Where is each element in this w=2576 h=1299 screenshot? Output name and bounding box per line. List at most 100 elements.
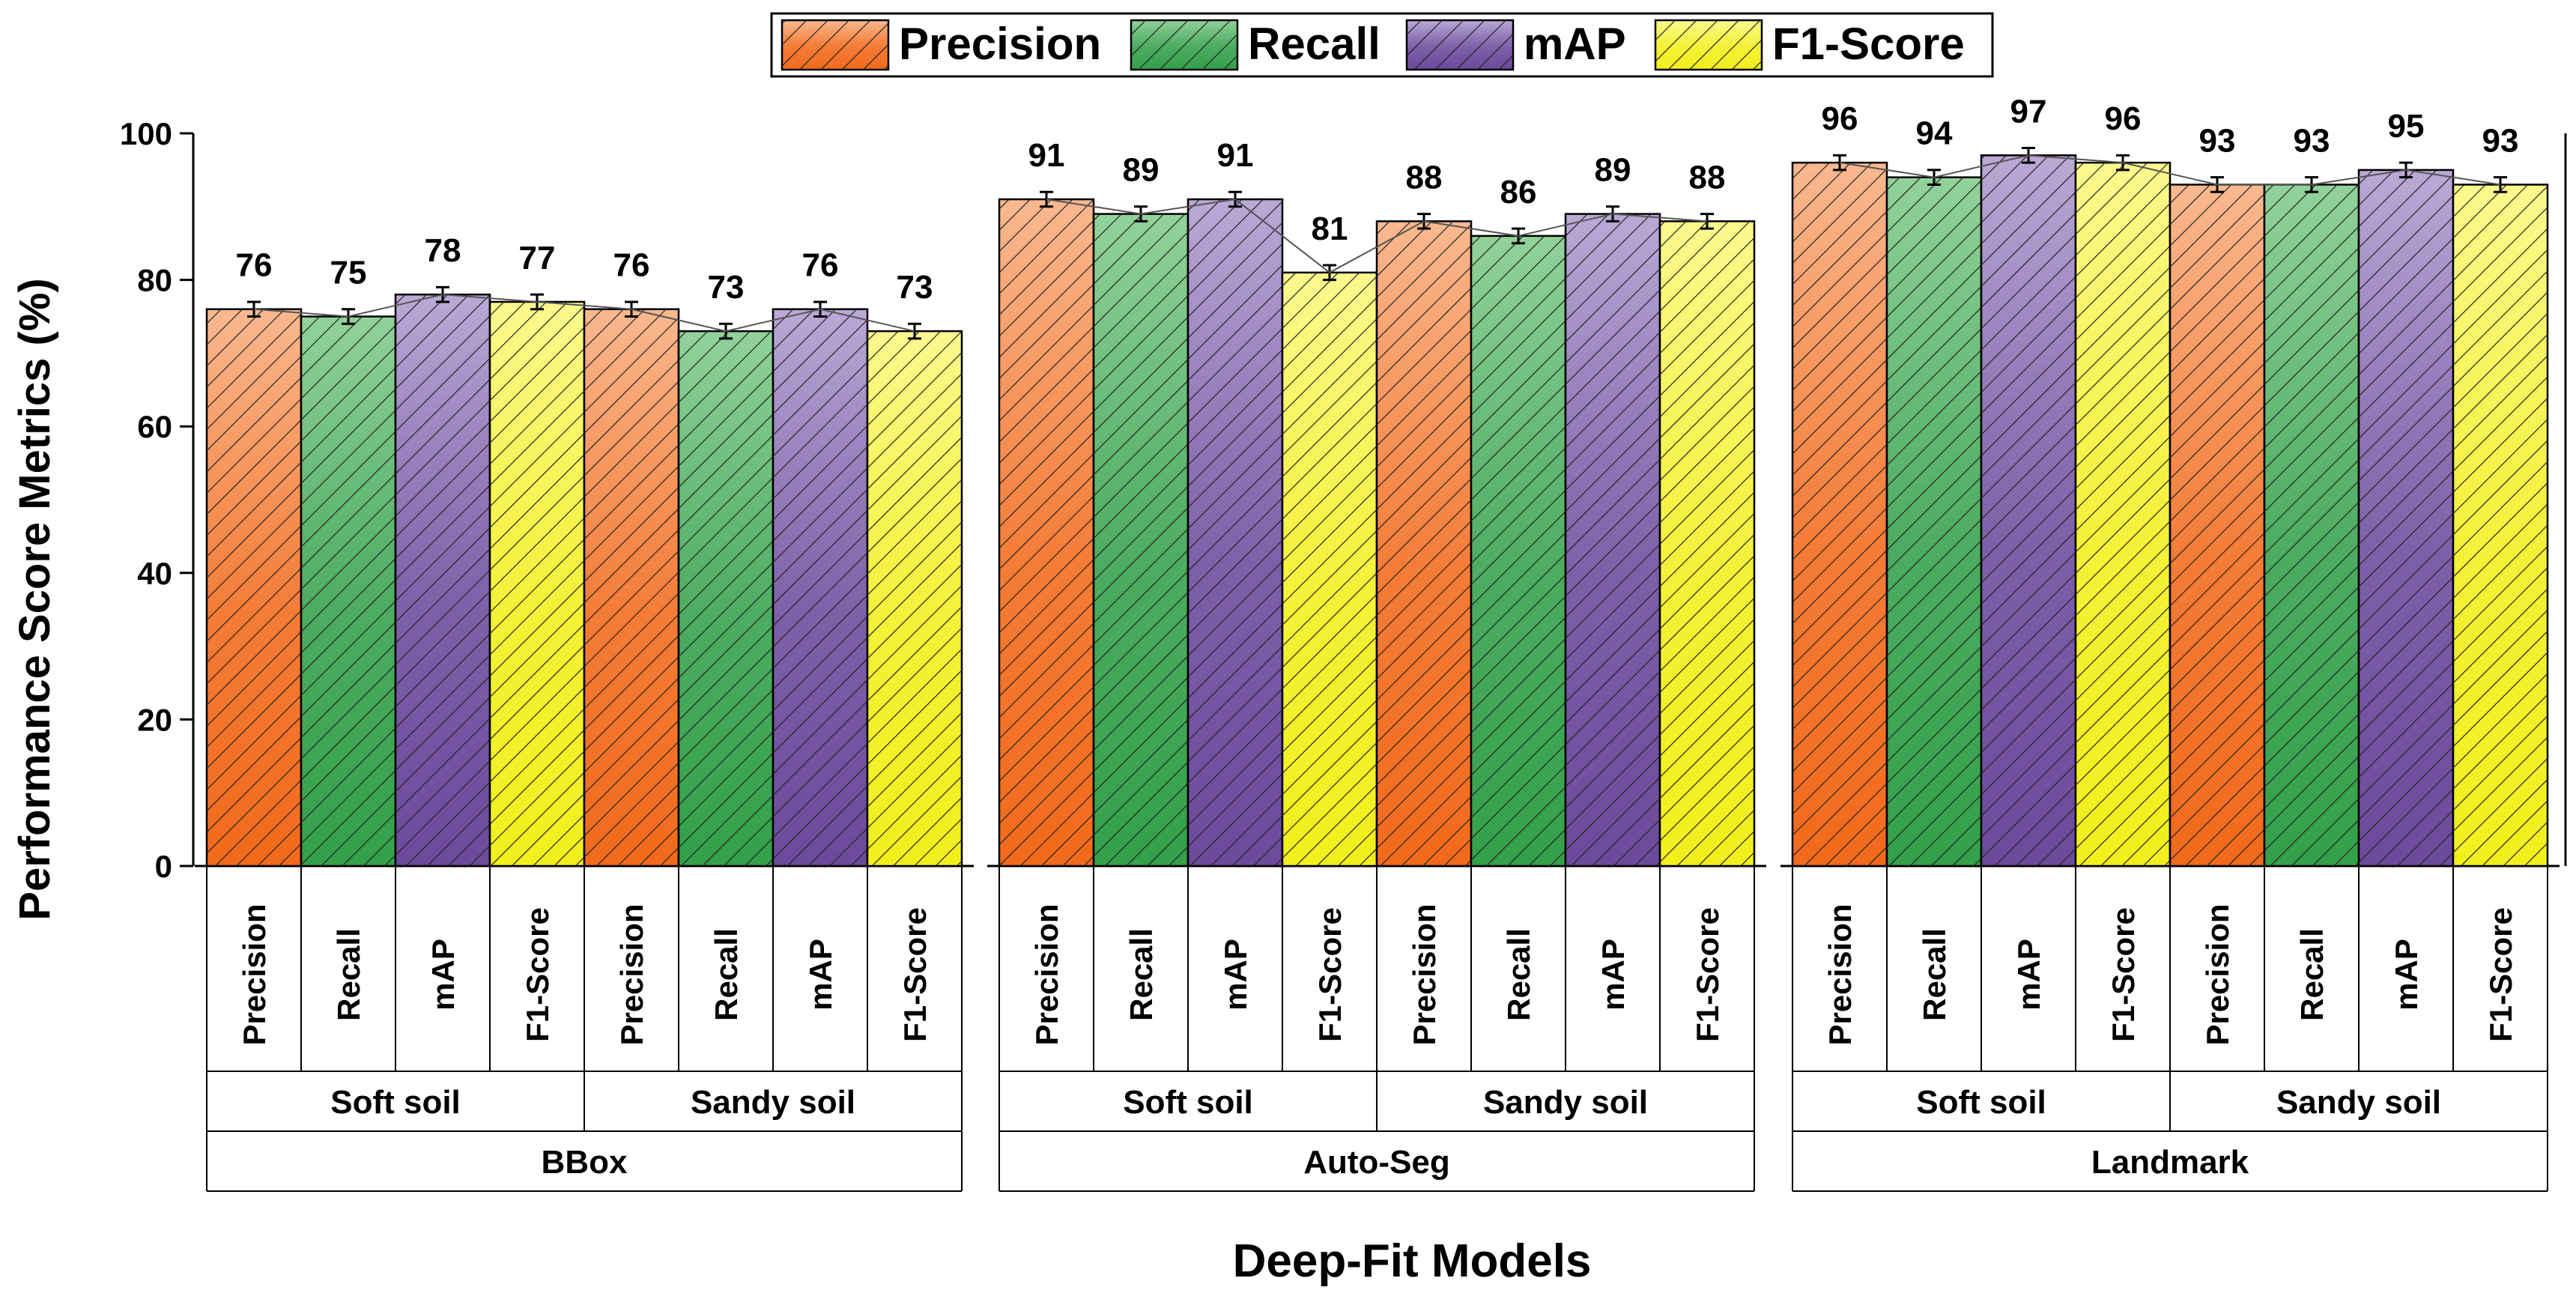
data-label: 89 [1123, 152, 1160, 189]
data-label: 91 [1028, 137, 1065, 174]
soil-label: Soft soil [330, 1084, 461, 1121]
x-tick-cell: Precision [2169, 866, 2235, 1071]
data-label: 73 [708, 269, 745, 306]
x-tick-cell: Precision [584, 866, 649, 1071]
y-axis: 0 20 40 60 80 100 [120, 116, 2567, 884]
bar-hatch [584, 309, 679, 867]
bar-hatch [396, 294, 490, 866]
y-tick-label: 40 [137, 556, 172, 591]
x-tick-cell: mAP [1981, 866, 2046, 1071]
x-category-table: Precision Recall mAP F1-Score Soft soil Preci… [206, 866, 2548, 1192]
data-label: 78 [425, 232, 461, 269]
x-tick-label: Recall [1124, 928, 1159, 1021]
x-tick-label: Precision [1407, 903, 1442, 1045]
x-tick-cell: mAP [1565, 866, 1631, 1071]
bar-hatch [1094, 214, 1188, 867]
data-label: 88 [1689, 159, 1726, 196]
x-tick-cell: Precision [1792, 866, 1858, 1071]
x-tick-label: F1-Score [897, 907, 933, 1042]
bar-hatch [1887, 177, 1981, 866]
x-tick-label: Precision [2200, 903, 2235, 1045]
x-tick-cell: F1-Score [867, 866, 933, 1071]
soil-label: Sandy soil [691, 1084, 855, 1121]
legend-box [770, 12, 1994, 78]
x-tick-cell: mAP [1187, 866, 1253, 1071]
y-tick-label: 80 [137, 263, 172, 298]
x-tick-label: F1-Score [1690, 907, 1725, 1042]
x-tick-label: Recall [2294, 928, 2330, 1021]
bar-hatch [301, 316, 396, 866]
bar-hatch [1792, 163, 1887, 866]
trend-line [1046, 198, 1708, 274]
x-tick-cell: Precision [998, 866, 1064, 1071]
y-tick-label: 100 [120, 116, 172, 151]
x-tick-label: Precision [1029, 903, 1064, 1045]
bar-hatch [2170, 184, 2264, 866]
x-tick-label: Recall [331, 928, 366, 1021]
bar-hatch [1377, 221, 1471, 866]
data-label: 91 [1217, 137, 1254, 174]
x-tick-cell: Precision [206, 866, 272, 1071]
data-label: 93 [2482, 122, 2519, 159]
data-label: 95 [2388, 108, 2425, 145]
x-tick-label: mAP [2011, 939, 2046, 1011]
trend-line [253, 294, 915, 333]
data-label: 93 [2294, 122, 2330, 159]
bar-hatch [773, 309, 867, 867]
bar-hatch [1566, 214, 1660, 867]
data-label: 75 [330, 255, 367, 291]
legend-label: Precision [899, 19, 1101, 69]
data-label: 97 [2010, 93, 2047, 130]
x-tick-label: mAP [803, 939, 838, 1011]
bar-hatch [1188, 199, 1282, 866]
soil-label: Soft soil [1123, 1084, 1253, 1121]
group-landmark: 96 94 97 96 93 93 95 93 [1781, 93, 2560, 867]
x-tick-cell: Recall [1470, 866, 1536, 1071]
legend-item-recall: Recall [1130, 19, 1381, 71]
bar-hatch [2076, 163, 2170, 866]
data-label: 96 [1822, 100, 1858, 137]
x-tick-cell: Recall [1886, 866, 1952, 1071]
soil-label: Sandy soil [1483, 1084, 1648, 1121]
group-bbox: 76 75 78 77 76 73 76 73 [195, 232, 974, 867]
x-tick-label: F1-Score [2483, 907, 2518, 1042]
x-tick-label: Recall [1501, 928, 1536, 1021]
legend-label: Recall [1248, 19, 1381, 69]
x-tick-label: F1-Score [520, 907, 555, 1042]
data-label: 73 [897, 269, 933, 306]
bar-hatch [207, 309, 301, 867]
trend-line [1839, 154, 2501, 186]
model-label: Landmark [2091, 1144, 2249, 1181]
data-label: 88 [1406, 159, 1443, 196]
bar-hatch [867, 331, 962, 866]
x-tick-cell: Recall [678, 866, 744, 1071]
x-tick-cell: Recall [1093, 866, 1159, 1071]
x-tick-label: Precision [237, 903, 272, 1045]
bar-hatch [1282, 272, 1377, 866]
x-tick-label: Recall [709, 928, 744, 1021]
x-tick-cell: F1-Score [1659, 866, 1725, 1071]
x-tick-label: mAP [1218, 939, 1253, 1011]
x-tick-label: mAP [425, 939, 461, 1011]
bar-hatch [679, 331, 773, 866]
data-label: 94 [1916, 115, 1953, 152]
legend-item-f1-score: F1-Score [1654, 19, 1965, 71]
soil-label: Sandy soil [2276, 1084, 2441, 1121]
x-tick-cell: Precision [1376, 866, 1442, 1071]
x-tick-label: mAP [2389, 939, 2424, 1011]
legend-label: mAP [1524, 19, 1626, 69]
x-tick-label: mAP [1595, 939, 1631, 1011]
y-tick-label: 60 [137, 409, 172, 444]
data-label: 93 [2199, 122, 2236, 159]
legend-label: F1-Score [1772, 19, 1965, 69]
data-label: 81 [1312, 211, 1348, 247]
x-tick-cell: mAP [395, 866, 461, 1071]
legend-item-map: mAP [1405, 19, 1626, 71]
data-label: 86 [1500, 174, 1537, 211]
x-tick-cell: Recall [2264, 866, 2330, 1071]
x-tick-cell: Recall [300, 866, 366, 1071]
legend-item-precision: Precision [781, 19, 1101, 71]
model-label: Auto-Seg [1303, 1144, 1450, 1181]
x-tick-label: F1-Score [2106, 907, 2141, 1042]
